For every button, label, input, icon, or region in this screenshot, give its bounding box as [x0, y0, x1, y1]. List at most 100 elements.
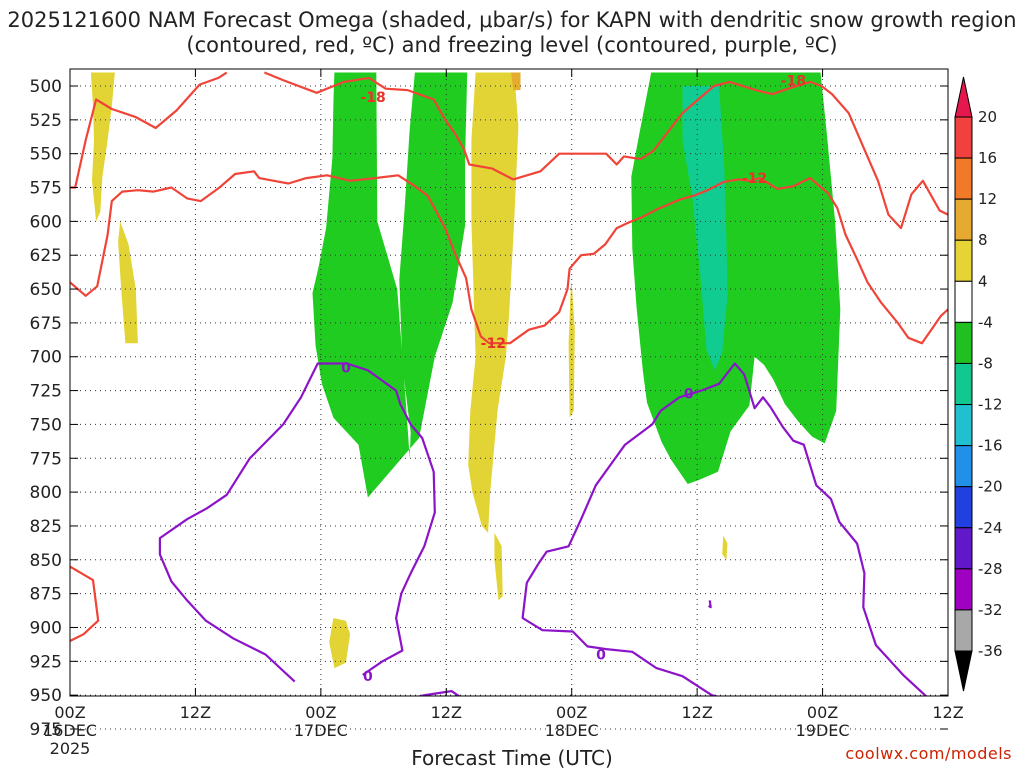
x-tick-date-48: 18DEC — [545, 721, 599, 740]
x-tick-label-72: 00Z — [807, 703, 838, 722]
colorbar-label-11: -28 — [978, 560, 1003, 578]
colorbar-segment-6 — [954, 362, 973, 406]
x-tick-date-72: 19DEC — [796, 721, 850, 740]
y-tick-label-775: 775 — [30, 449, 62, 469]
colorbar-segment-5 — [954, 321, 973, 364]
colorbar-segment-12 — [954, 609, 973, 652]
y-axis-ticks: 500 525 550 575 600 625 650 675 700 725 750 775 800 8… — [30, 77, 948, 740]
colorbar-label-8: -16 — [978, 437, 1003, 455]
colorbar-label-3: 8 — [978, 231, 988, 249]
colorbar-bottom-arrow — [954, 650, 973, 692]
purple-contour-3 — [537, 362, 928, 696]
colorbar-label-7: -12 — [978, 396, 1003, 414]
colorbar-segment-2 — [954, 198, 973, 241]
colorbar: 20 16 12 8 4 -4 -8 -12 -16 -20 -24 -28 -32 -36 — [954, 76, 1003, 692]
purple-contour-0 — [158, 362, 436, 683]
x-tick-date-24: 17DEC — [294, 721, 348, 740]
colorbar-label-4: 4 — [978, 272, 988, 290]
colorbar-segment-10 — [954, 527, 973, 570]
purple-contour-label-0: 0 — [341, 361, 351, 377]
x-tick-date-0: 16DEC — [43, 721, 97, 740]
purple-contour-2 — [521, 563, 720, 696]
purple-contour-1 — [416, 689, 461, 696]
x-axis-label: Forecast Time (UTC) — [411, 746, 613, 770]
red-contour-0 — [70, 71, 228, 189]
colorbar-segment-0 — [954, 116, 973, 159]
omega-region-4 — [90, 72, 115, 222]
plot-frame — [69, 68, 949, 697]
purple-contour-label-1: 0 — [363, 669, 373, 685]
contour-labels: -18 -18 -12 -12 0 0 0 0 — [341, 74, 806, 686]
colorbar-segment-11 — [954, 568, 973, 611]
chart-title: 2025121600 NAM Forecast Omega (shaded, μ… — [7, 8, 1017, 57]
red-contour-label-2: -12 — [742, 171, 767, 187]
y-tick-label-550: 550 — [30, 145, 62, 165]
omega-region-1 — [443, 72, 461, 149]
y-tick-label-700: 700 — [30, 348, 62, 368]
omega-region-2 — [631, 72, 841, 484]
red-contour-label-0: -18 — [360, 90, 385, 106]
colorbar-segment-4 — [954, 280, 973, 323]
omega-shading — [90, 72, 841, 669]
x-tick-label-84: 12Z — [932, 703, 963, 722]
omega-region-0 — [312, 72, 468, 498]
colorbar-label-0: 20 — [978, 108, 997, 126]
colorbar-label-13: -36 — [978, 642, 1003, 660]
colorbar-label-2: 12 — [978, 190, 997, 208]
purple-contour-label-3: 0 — [684, 386, 694, 402]
omega-region-7 — [494, 532, 503, 601]
x-tick-label-48: 00Z — [556, 703, 587, 722]
y-tick-label-875: 875 — [30, 585, 62, 605]
colorbar-label-9: -20 — [978, 478, 1003, 496]
y-tick-label-950: 950 — [30, 686, 62, 706]
y-tick-label-925: 925 — [30, 652, 62, 672]
y-tick-label-650: 650 — [30, 280, 62, 300]
y-tick-label-600: 600 — [30, 212, 62, 232]
omega-region-3 — [682, 86, 728, 371]
colorbar-top-arrow — [954, 76, 973, 118]
red-contour-3 — [70, 565, 100, 642]
y-tick-label-675: 675 — [30, 314, 62, 334]
colorbar-segment-3 — [954, 239, 973, 282]
red-contour-label-1: -18 — [781, 74, 806, 90]
colorbar-label-6: -8 — [978, 354, 993, 372]
colorbar-segment-9 — [954, 486, 973, 529]
x-tick-label-12: 12Z — [180, 703, 211, 722]
red-contour-label-3: -12 — [481, 336, 506, 352]
y-tick-label-575: 575 — [30, 179, 62, 199]
y-tick-label-975: 975 — [30, 720, 62, 740]
credit-text: coolwx.com/models — [845, 744, 1012, 763]
purple-contour-4 — [707, 600, 712, 609]
omega-region-5 — [118, 221, 138, 344]
red-contour-2 — [70, 170, 948, 345]
colorbar-segment-8 — [954, 445, 973, 488]
y-tick-label-825: 825 — [30, 517, 62, 537]
colorbar-segment-1 — [954, 157, 973, 200]
contour-layer — [70, 71, 948, 696]
x-tick-label-36: 12Z — [431, 703, 462, 722]
purple-contour-label-2: 0 — [596, 648, 606, 664]
x-tick-label-24: 00Z — [305, 703, 336, 722]
colorbar-label-5: -4 — [978, 313, 993, 331]
x-tick-label-0: 00Z — [54, 703, 85, 722]
omega-region-9 — [329, 618, 351, 669]
y-tick-label-625: 625 — [30, 246, 62, 266]
omega-region-10 — [722, 535, 728, 560]
y-tick-label-500: 500 — [30, 77, 62, 97]
colorbar-label-1: 16 — [978, 149, 997, 167]
x-tick-year-0: 2025 — [50, 739, 91, 758]
colorbar-label-12: -32 — [978, 601, 1003, 619]
colorbar-segment-7 — [954, 404, 973, 447]
y-tick-label-800: 800 — [30, 483, 62, 503]
y-tick-label-850: 850 — [30, 551, 62, 571]
y-tick-label-525: 525 — [30, 111, 62, 131]
y-tick-label-900: 900 — [30, 618, 62, 638]
colorbar-label-10: -24 — [978, 519, 1003, 537]
omega-region-11 — [511, 72, 521, 91]
y-tick-label-725: 725 — [30, 382, 62, 402]
x-tick-label-60: 12Z — [681, 703, 712, 722]
red-contour-1 — [263, 71, 948, 230]
y-tick-label-750: 750 — [30, 415, 62, 435]
